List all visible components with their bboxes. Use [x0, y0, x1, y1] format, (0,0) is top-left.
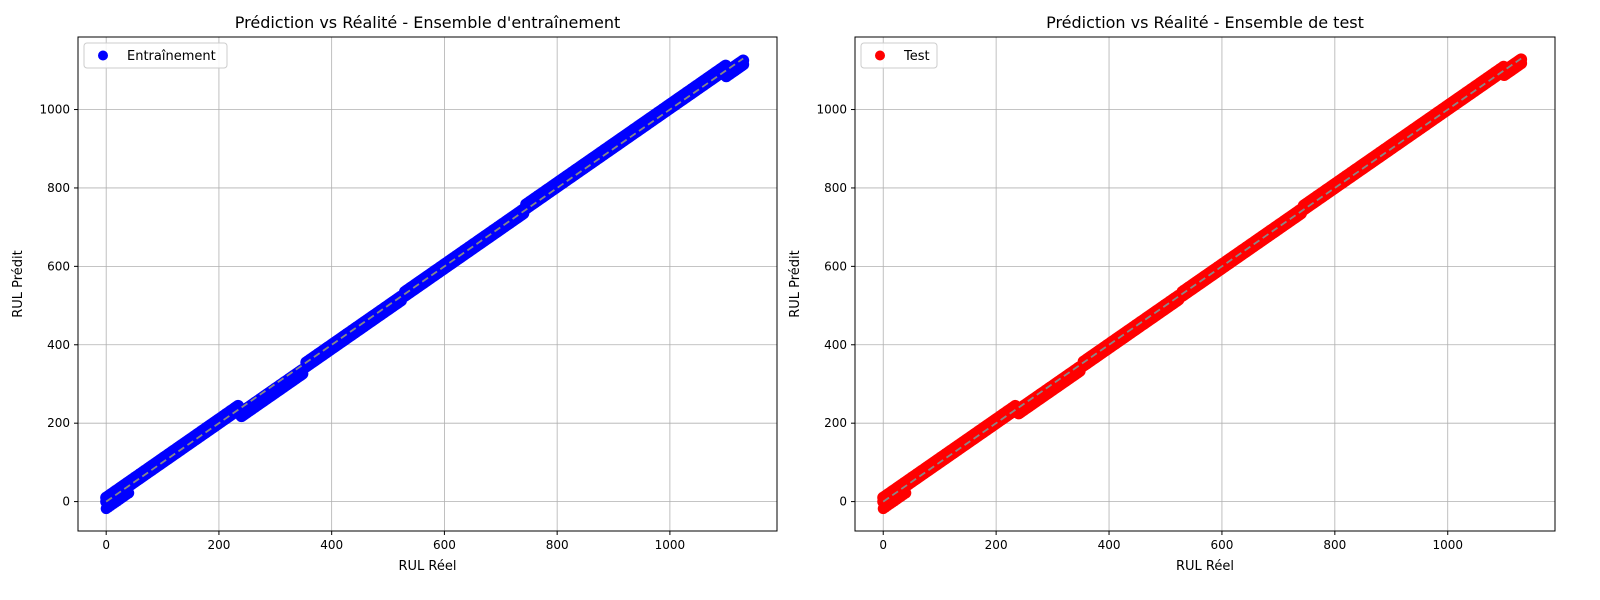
scatter-points [100, 54, 750, 515]
chart-title: Prédiction vs Réalité - Ensemble de test [1046, 13, 1364, 32]
x-tick-label: 1000 [1432, 538, 1463, 552]
data-point [123, 487, 135, 499]
legend: Entraînement [83, 42, 228, 69]
x-tick-label: 1000 [655, 538, 686, 552]
x-tick-label: 600 [1210, 538, 1233, 552]
y-tick-label: 600 [824, 259, 847, 273]
x-tick-label: 200 [985, 538, 1008, 552]
chart-panel-1: 0 200 400 600 800 1000 0 200 400 600 800 1000 Prédic… [11, 13, 778, 574]
legend-box [83, 42, 228, 69]
x-axis-label: RUL Réel [399, 559, 457, 574]
legend-box [860, 42, 938, 69]
y-tick-label: 800 [824, 181, 847, 195]
legend-marker [875, 50, 885, 61]
y-tick-label: 0 [839, 495, 847, 509]
x-tick-label: 800 [546, 538, 569, 552]
legend-label: Test [903, 49, 930, 64]
x-tick-label: 400 [320, 538, 343, 552]
y-axis-label: RUL Prédit [11, 250, 26, 318]
x-tick-label: 600 [433, 538, 456, 552]
y-tick-label: 400 [824, 338, 847, 352]
data-point [900, 487, 912, 499]
y-tick-label: 0 [62, 495, 70, 509]
chart-title: Prédiction vs Réalité - Ensemble d'entra… [235, 13, 620, 32]
x-tick-label: 400 [1098, 538, 1121, 552]
y-tick-label: 400 [47, 338, 70, 352]
axes-frame [854, 36, 1556, 532]
x-tick-label: 200 [207, 538, 230, 552]
axes-frame [77, 36, 778, 532]
x-tick-label: 0 [879, 538, 887, 552]
y-tick-label: 200 [824, 416, 847, 430]
y-axis-label: RUL Prédit [788, 250, 803, 318]
y-tick-label: 1000 [39, 103, 70, 117]
x-tick-label: 800 [1323, 538, 1346, 552]
y-tick-label: 800 [47, 181, 70, 195]
legend-marker [98, 50, 108, 61]
y-tick-label: 600 [47, 259, 70, 273]
chart-panel-2: 0 200 400 600 800 1000 0 200 400 600 800 1000 Prédic… [788, 13, 1556, 574]
data-point [737, 54, 750, 67]
legend: Test [860, 42, 938, 69]
y-tick-label: 1000 [816, 103, 847, 117]
legend-label: Entraînement [127, 49, 216, 64]
reference-line [882, 57, 1522, 503]
y-tick-label: 200 [47, 416, 70, 430]
x-tick-label: 0 [102, 538, 110, 552]
x-axis-label: RUL Réel [1176, 559, 1234, 574]
reference-line [105, 57, 744, 503]
